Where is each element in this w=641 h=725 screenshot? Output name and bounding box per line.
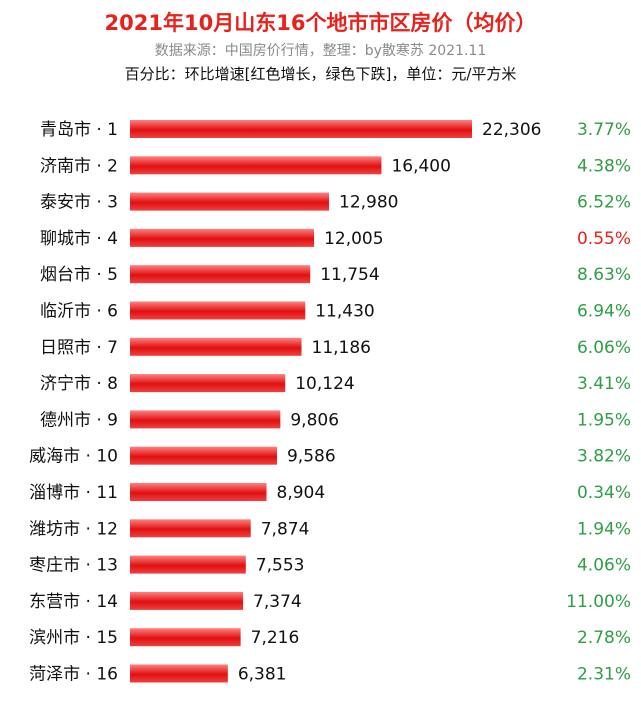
pct-label: 4.38% <box>577 156 631 176</box>
category-label: 潍坊市 · 12 <box>29 519 118 539</box>
chart-title: 2021年10月山东16个地市市区房价（均价） <box>104 11 537 35</box>
bar <box>130 410 281 429</box>
pct-label: 3.41% <box>577 374 631 394</box>
category-label: 济宁市 · 8 <box>40 374 118 394</box>
pct-label: 3.77% <box>577 120 631 140</box>
value-label: 6,381 <box>238 665 287 685</box>
pct-label: 3.82% <box>577 447 631 467</box>
bar <box>130 374 286 393</box>
value-label: 7,874 <box>261 519 310 539</box>
value-label: 11,430 <box>315 302 374 322</box>
category-label: 聊城市 · 4 <box>40 229 118 249</box>
pct-label: 4.06% <box>577 556 631 576</box>
pct-label: 8.63% <box>577 265 631 285</box>
bar <box>130 483 267 501</box>
bar <box>130 337 302 356</box>
category-label: 泰安市 · 3 <box>40 193 118 213</box>
bar <box>130 192 330 211</box>
value-label: 9,586 <box>287 447 336 467</box>
category-label: 烟台市 · 5 <box>40 265 118 285</box>
bar <box>130 265 311 284</box>
bar <box>130 301 306 320</box>
pct-label: 6.52% <box>577 193 631 213</box>
pct-label: 2.78% <box>577 628 631 648</box>
value-label: 7,216 <box>251 628 300 648</box>
pct-label: 2.31% <box>577 665 631 685</box>
category-label: 东营市 · 14 <box>29 592 118 612</box>
category-label: 日照市 · 7 <box>40 338 118 358</box>
pct-label: 1.95% <box>577 410 631 430</box>
value-label: 8,904 <box>277 483 326 503</box>
value-label: 7,374 <box>253 592 302 612</box>
pct-label: 11.00% <box>566 592 631 612</box>
chart-subtitle: 数据来源：中国房价行情，整理：by散寒苏 2021.11 <box>154 43 487 59</box>
pct-label: 6.06% <box>577 338 631 358</box>
value-label: 12,980 <box>339 193 398 213</box>
chart-note: 百分比：环比增速[红色增长，绿色下跌]，单位：元/平方米 <box>124 65 517 83</box>
value-label: 9,806 <box>290 410 339 430</box>
category-label: 临沂市 · 6 <box>40 302 118 322</box>
pct-label: 6.94% <box>577 302 631 322</box>
pct-label: 0.34% <box>577 483 631 503</box>
category-label: 威海市 · 10 <box>29 447 118 467</box>
bar <box>130 120 472 138</box>
bar <box>130 519 251 538</box>
category-label: 菏泽市 · 16 <box>29 665 118 685</box>
category-label: 济南市 · 2 <box>40 156 118 176</box>
value-label: 16,400 <box>391 156 450 176</box>
bar <box>130 591 244 610</box>
value-label: 12,005 <box>324 229 383 249</box>
category-label: 滨州市 · 15 <box>29 628 118 648</box>
pct-label: 0.55% <box>577 229 631 249</box>
category-label: 枣庄市 · 13 <box>29 556 118 576</box>
bar <box>130 156 382 175</box>
bar <box>130 664 228 683</box>
value-label: 7,553 <box>256 556 305 576</box>
bar <box>130 228 315 247</box>
category-label: 淄博市 · 11 <box>29 483 118 503</box>
category-label: 德州市 · 9 <box>40 410 118 430</box>
value-label: 10,124 <box>295 374 354 394</box>
bar <box>130 555 246 574</box>
bar <box>130 628 241 647</box>
value-label: 11,754 <box>320 265 379 285</box>
pct-label: 1.94% <box>577 519 631 539</box>
value-label: 22,306 <box>482 120 541 140</box>
value-label: 11,186 <box>312 338 371 358</box>
category-label: 青岛市 · 1 <box>40 120 118 140</box>
bar <box>130 446 277 465</box>
